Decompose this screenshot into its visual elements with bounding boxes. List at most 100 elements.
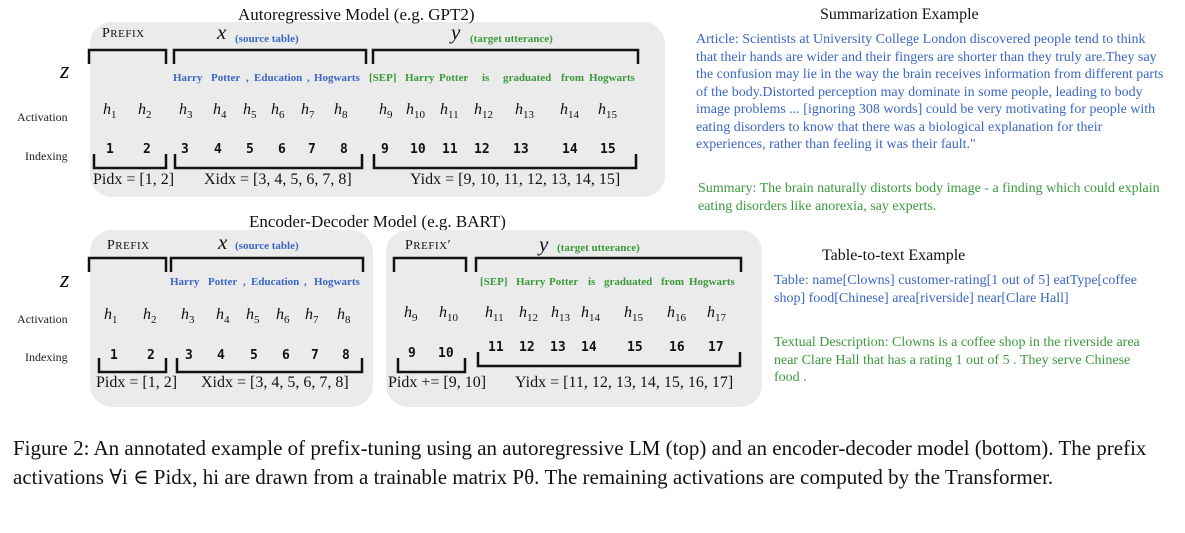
- ed-index: 4: [217, 348, 225, 363]
- ed-activation: h7: [305, 306, 319, 327]
- ar-activation: h14: [560, 101, 579, 122]
- ed-index: 6: [282, 348, 290, 363]
- ed-token: [SEP]: [480, 276, 508, 288]
- ed-y-note: (target utterance): [557, 242, 640, 254]
- ar-index: 7: [308, 142, 316, 157]
- ar-prefix-label: PREFIX: [102, 26, 145, 41]
- ar-index: 12: [474, 142, 490, 157]
- ed-activation: h6: [276, 306, 290, 327]
- ed-token: is: [588, 276, 596, 288]
- ar-token: [SEP]: [369, 72, 397, 84]
- ar-token: Hogwarts: [589, 72, 635, 84]
- ed-encoder-panel: [90, 230, 373, 407]
- ed-index: 13: [550, 340, 566, 355]
- ed-activation: h1: [104, 306, 118, 327]
- ed-index: 7: [311, 348, 319, 363]
- ar-token: Potter: [211, 72, 241, 84]
- ar-index: 3: [181, 142, 189, 157]
- ed-index: 14: [581, 340, 597, 355]
- ed-index: 10: [438, 346, 454, 361]
- ar-activation: h1: [103, 101, 117, 122]
- ed-activation: h14: [581, 304, 600, 325]
- ar-y-note: (target utterance): [470, 33, 553, 45]
- ed-index: 5: [250, 348, 258, 363]
- ar-pidx: Pidx = [1, 2]: [93, 171, 175, 188]
- ar-activation: h15: [598, 101, 617, 122]
- ar-activation: h3: [179, 101, 193, 122]
- ar-token: is: [482, 72, 490, 84]
- ar-activation: h6: [271, 101, 285, 122]
- ed-token: Hogwarts: [689, 276, 735, 288]
- ed-activation: h5: [246, 306, 260, 327]
- ar-activation: h12: [474, 101, 493, 122]
- table-to-text-table: Table: name[Clowns] customer-rating[1 ou…: [774, 273, 1137, 306]
- ar-activation: h9: [379, 101, 393, 122]
- ar-z-label: z: [60, 58, 70, 84]
- ar-index: 4: [214, 142, 222, 157]
- ed-token: Hogwarts: [314, 276, 360, 288]
- ar-index: 2: [143, 142, 151, 157]
- ar-x-var: x: [217, 20, 227, 44]
- summarization-title: Summarization Example: [820, 6, 979, 23]
- ar-activation: h4: [213, 101, 227, 122]
- ar-x-note: (source table): [235, 33, 299, 45]
- ed-token: from: [661, 276, 685, 288]
- ar-y-var: y: [451, 20, 461, 44]
- ed-token: ,: [304, 276, 307, 288]
- ed-prefix2-bracket: [392, 256, 468, 272]
- ar-token: Potter: [439, 72, 469, 84]
- ar-activation: h13: [515, 101, 534, 122]
- ar-index: 8: [340, 142, 348, 157]
- ar-index: 14: [562, 142, 578, 157]
- ar-activation: h8: [334, 101, 348, 122]
- ed-token: ,: [243, 276, 246, 288]
- summarization-article: Article: Scientists at University Colleg…: [696, 32, 1164, 152]
- ed-activation: h4: [216, 306, 230, 327]
- ar-index: 15: [600, 142, 616, 157]
- ar-token: Education: [254, 72, 303, 84]
- ed-pidx-bracket: [97, 358, 168, 374]
- ar-token: Harry: [173, 72, 203, 84]
- ed-title: Encoder-Decoder Model (e.g. BART): [249, 212, 506, 231]
- ar-token: ,: [307, 72, 310, 84]
- ed-index: 1: [110, 348, 118, 363]
- ed-activation-label: Activation: [17, 312, 68, 326]
- ed-index: 12: [519, 340, 535, 355]
- ar-xidx: Xidx = [3, 4, 5, 6, 7, 8]: [204, 171, 352, 188]
- ar-x-bracket: [172, 48, 368, 64]
- ed-x-note: (source table): [235, 240, 299, 252]
- ed-prefix-bracket: [87, 256, 168, 272]
- ed-activation: h8: [337, 306, 351, 327]
- ed-token: Harry: [170, 276, 200, 288]
- figure-caption: Figure 2: An annotated example of prefix…: [13, 436, 1147, 489]
- ed-index: 17: [708, 340, 724, 355]
- ed-token: graduated: [604, 276, 653, 288]
- ar-token: Hogwarts: [314, 72, 360, 84]
- ed-indexing-label: Indexing: [25, 350, 68, 364]
- ed-index: 2: [147, 348, 155, 363]
- ed-token: Education: [251, 276, 300, 288]
- ar-title: Autoregressive Model (e.g. GPT2): [238, 5, 475, 24]
- ed-index: 11: [488, 340, 504, 355]
- ed-yidx-bracket: [476, 352, 742, 368]
- ed-pidx: Pidx = [1, 2]: [96, 374, 178, 391]
- ar-activation: h10: [406, 101, 425, 122]
- ed-activation: h3: [181, 306, 195, 327]
- ed-x-bracket: [169, 256, 365, 272]
- ed-activation: h16: [667, 304, 686, 325]
- ed-z-label: z: [60, 267, 70, 293]
- ed-prefix-label: PREFIX: [107, 238, 150, 253]
- summarization-summary: Summary: The brain naturally distorts bo…: [698, 181, 1160, 214]
- ed-activation: h11: [485, 304, 504, 325]
- ar-indexing-label: Indexing: [25, 149, 68, 163]
- ar-activation-label: Activation: [17, 110, 68, 124]
- ar-index: 10: [410, 142, 426, 157]
- ed-index: 8: [342, 348, 350, 363]
- ed-yidx: Yidx = [11, 12, 13, 14, 15, 16, 17]: [515, 374, 734, 391]
- ed-y-var: y: [539, 232, 549, 256]
- ar-index: 5: [246, 142, 254, 157]
- ed-activation: h10: [439, 304, 458, 325]
- ed-index: 15: [627, 340, 643, 355]
- ed-index: 3: [185, 348, 193, 363]
- ed-xidx-bracket: [175, 358, 364, 374]
